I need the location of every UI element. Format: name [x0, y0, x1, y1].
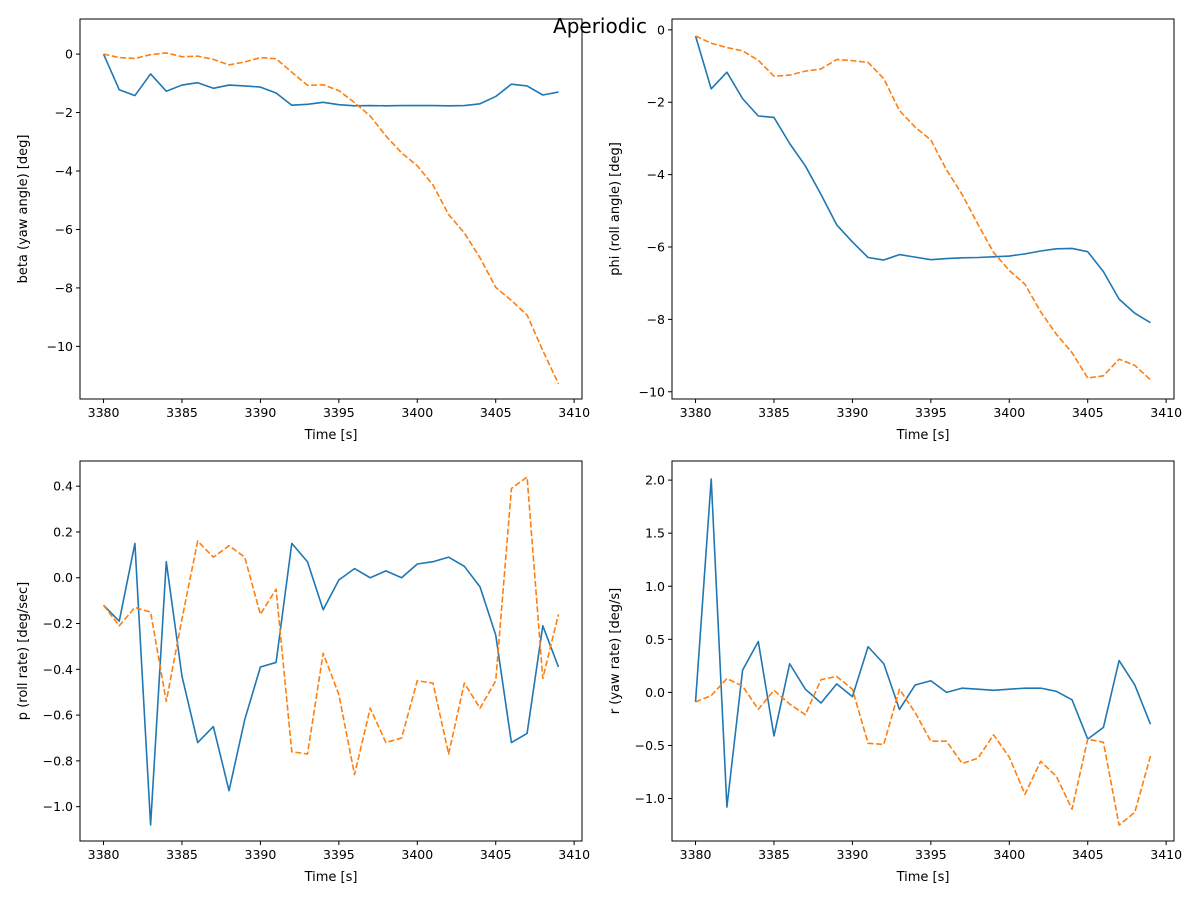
y-tick-label: −6	[647, 240, 665, 255]
y-tick-label: 1.5	[645, 526, 665, 541]
y-axis-label: beta (yaw angle) [deg]	[16, 135, 31, 284]
x-tick-label: 3390	[837, 847, 869, 862]
subplot-phi-roll-angle: 3380 3385 3390 3395 3400 3405 3410 0 −2 −4 −6 −8 −10…	[608, 18, 1182, 443]
series-line-1	[694, 478, 1152, 808]
x-tick-label: 3400	[401, 405, 433, 420]
x-tick-label: 3400	[993, 405, 1025, 420]
x-tick-label: 3385	[758, 405, 790, 420]
series-line-2	[695, 675, 1152, 826]
x-axis-label: Time [s]	[304, 870, 358, 885]
series-line-2	[102, 476, 560, 776]
y-tick-label: 0.0	[645, 685, 665, 700]
y-tick-label: −2	[647, 95, 665, 110]
y-tick-label: −0.8	[43, 753, 73, 768]
x-axis-label: Time [s]	[896, 870, 950, 885]
y-tick-label: −4	[647, 167, 665, 182]
y-tick-label: 0	[65, 47, 73, 62]
y-tick-label: −10	[47, 339, 73, 354]
x-tick-label: 3395	[915, 847, 947, 862]
x-tick-label: 3390	[245, 847, 277, 862]
x-tick-label: 3380	[88, 405, 120, 420]
axes-frame	[79, 18, 583, 400]
y-axis-label: r (yaw rate) [deg/s]	[608, 588, 623, 714]
y-tick-label: −0.2	[43, 616, 73, 631]
axes-frame	[671, 460, 1175, 842]
x-tick-label: 3410	[1150, 847, 1182, 862]
x-tick-label: 3390	[245, 405, 277, 420]
y-tick-label: −0.6	[43, 708, 73, 723]
y-axis-label: phi (roll angle) [deg]	[608, 142, 623, 276]
axes-frame	[79, 460, 583, 842]
y-tick-label: 0.2	[53, 524, 73, 539]
y-tick-label: −6	[55, 222, 73, 237]
y-tick-label: 0.0	[53, 570, 73, 585]
y-tick-label: −8	[55, 280, 73, 295]
series-line-2	[103, 52, 560, 385]
x-tick-label: 3405	[1072, 405, 1104, 420]
series-line-1	[102, 542, 560, 826]
x-tick-label: 3400	[993, 847, 1025, 862]
x-tick-label: 3385	[758, 847, 790, 862]
y-tick-label: −1.0	[635, 791, 665, 806]
x-tick-label: 3380	[680, 405, 712, 420]
y-tick-label: 1.0	[645, 579, 665, 594]
x-tick-label: 3390	[837, 405, 869, 420]
y-tick-label: −2	[55, 105, 73, 120]
y-tick-label: −1.0	[43, 799, 73, 814]
y-tick-label: 0.5	[645, 632, 665, 647]
series-line-2	[695, 35, 1152, 381]
x-tick-label: 3395	[915, 405, 947, 420]
y-tick-label: −0.4	[43, 662, 73, 677]
x-tick-label: 3385	[166, 847, 198, 862]
series-line-1	[694, 35, 1151, 324]
x-tick-label: 3400	[401, 847, 433, 862]
x-tick-label: 3405	[480, 847, 512, 862]
y-tick-label: 0.4	[53, 479, 73, 494]
x-tick-label: 3395	[323, 405, 355, 420]
x-axis-label: Time [s]	[896, 428, 950, 443]
x-tick-label: 3410	[558, 847, 590, 862]
x-tick-label: 3380	[680, 847, 712, 862]
y-axis-label: p (roll rate) [deg/sec]	[16, 582, 31, 720]
subplot-r-yaw-rate: 3380 3385 3390 3395 3400 3405 3410 2.0 1.5 1.0 0.5…	[608, 460, 1182, 885]
figure-title: Aperiodic	[553, 14, 647, 38]
y-tick-label: 0	[657, 22, 665, 37]
axes-frame	[671, 18, 1175, 400]
y-tick-label: −10	[639, 384, 665, 399]
y-tick-label: −0.5	[635, 738, 665, 753]
x-tick-label: 3385	[166, 405, 198, 420]
x-tick-label: 3410	[1150, 405, 1182, 420]
x-tick-label: 3410	[558, 405, 590, 420]
x-tick-label: 3405	[480, 405, 512, 420]
x-tick-label: 3405	[1072, 847, 1104, 862]
y-tick-label: 2.0	[645, 473, 665, 488]
x-tick-label: 3395	[323, 847, 355, 862]
y-tick-label: −8	[647, 312, 665, 327]
x-axis-label: Time [s]	[304, 428, 358, 443]
y-tick-label: −4	[55, 164, 73, 179]
series-line-1	[102, 53, 559, 107]
subplot-p-roll-rate: 3380 3385 3390 3395 3400 3405 3410 0.4 0.2 0.0 −0.…	[16, 460, 590, 885]
x-tick-label: 3380	[88, 847, 120, 862]
subplot-beta-yaw-angle: 3380 3385 3390 3395 3400 3405 3410 0 −2 −4 −6 −8 −10…	[16, 18, 590, 443]
